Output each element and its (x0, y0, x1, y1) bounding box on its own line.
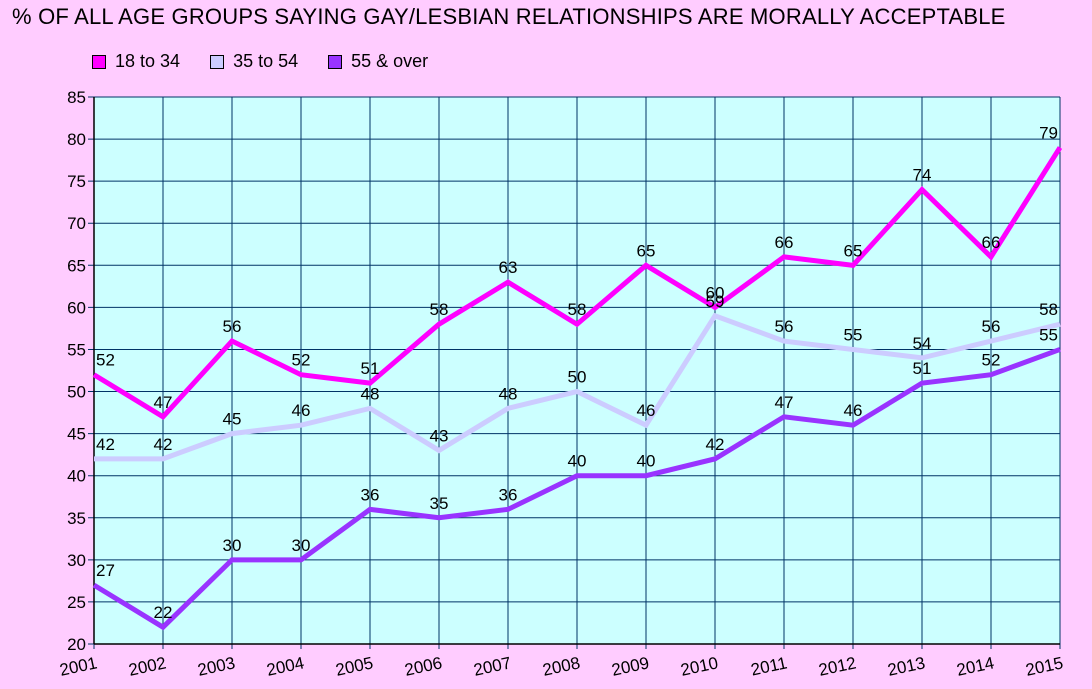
legend-item-18-to-34: 18 to 34 (92, 51, 180, 72)
x-tick-label: 2002 (127, 653, 168, 679)
x-tick-label: 2014 (955, 653, 996, 679)
y-tick-label: 60 (67, 298, 86, 317)
y-tick-label: 40 (67, 467, 86, 486)
data-label-18-to-34: 66 (982, 233, 1001, 252)
y-tick-label: 35 (67, 509, 86, 528)
x-tick-label: 2006 (403, 653, 444, 679)
data-label-55-and-over: 40 (568, 452, 587, 471)
data-label-35-to-54: 48 (499, 384, 518, 403)
data-label-55-and-over: 22 (154, 603, 173, 622)
data-label-55-and-over: 51 (913, 359, 932, 378)
data-label-35-to-54: 55 (844, 325, 863, 344)
data-label-35-to-54: 56 (775, 317, 794, 336)
x-tick-label: 2013 (886, 653, 927, 679)
data-label-55-and-over: 36 (499, 485, 518, 504)
x-tick-label: 2009 (610, 653, 651, 679)
data-label-55-and-over: 46 (844, 401, 863, 420)
data-label-18-to-34: 65 (637, 241, 656, 260)
data-label-35-to-54: 58 (1039, 300, 1058, 319)
y-tick-label: 30 (67, 551, 86, 570)
data-label-18-to-34: 74 (913, 166, 932, 185)
y-tick-label: 75 (67, 172, 86, 191)
legend-item-55-and-over: 55 & over (328, 51, 428, 72)
data-label-35-to-54: 46 (292, 401, 311, 420)
data-label-55-and-over: 55 (1039, 325, 1058, 344)
x-tick-label: 2001 (58, 653, 99, 679)
x-tick-label: 2004 (265, 653, 306, 679)
legend-label-55-and-over: 55 & over (351, 51, 429, 71)
data-label-18-to-34: 58 (568, 300, 587, 319)
data-label-18-to-34: 63 (499, 258, 518, 277)
data-label-18-to-34: 52 (96, 351, 115, 370)
data-label-35-to-54: 43 (430, 426, 449, 445)
x-tick-label: 2015 (1024, 653, 1065, 679)
data-label-18-to-34: 66 (775, 233, 794, 252)
data-label-18-to-34: 60 (706, 283, 725, 302)
y-tick-label: 85 (67, 88, 86, 107)
data-label-35-to-54: 45 (223, 410, 242, 429)
data-label-55-and-over: 35 (430, 494, 449, 513)
legend-swatch-55-and-over (328, 54, 343, 69)
x-tick-label: 2003 (196, 653, 237, 679)
data-label-35-to-54: 56 (982, 317, 1001, 336)
y-tick-label: 65 (67, 256, 86, 275)
chart-title: % OF ALL AGE GROUPS SAYING GAY/LESBIAN R… (12, 4, 1006, 29)
data-label-35-to-54: 50 (568, 368, 587, 387)
data-label-18-to-34: 52 (292, 351, 311, 370)
y-tick-label: 20 (67, 635, 86, 654)
legend-item-35-to-54: 35 to 54 (210, 51, 298, 72)
data-label-18-to-34: 51 (361, 359, 380, 378)
y-tick-label: 55 (67, 340, 86, 359)
series-line-55-and-over (92, 347, 1061, 631)
data-label-55-and-over: 40 (637, 452, 656, 471)
data-label-18-to-34: 47 (154, 393, 173, 412)
data-label-35-to-54: 42 (96, 435, 115, 454)
data-label-55-and-over: 47 (775, 393, 794, 412)
data-label-35-to-54: 42 (154, 435, 173, 454)
series-line-35-to-54 (94, 312, 1061, 462)
data-label-55-and-over: 30 (292, 536, 311, 555)
data-label-18-to-34: 65 (844, 241, 863, 260)
data-label-35-to-54: 59 (706, 292, 725, 311)
legend-swatch-18-to-34 (92, 54, 106, 69)
data-label-55-and-over: 52 (982, 351, 1001, 370)
data-label-35-to-54: 46 (637, 401, 656, 420)
series-line-18-to-34 (92, 146, 1063, 420)
y-tick-label: 50 (67, 383, 86, 402)
data-label-18-to-34: 56 (223, 317, 242, 336)
data-label-55-and-over: 36 (361, 485, 380, 504)
data-label-55-and-over: 30 (223, 536, 242, 555)
data-label-55-and-over: 42 (706, 435, 725, 454)
data-label-35-to-54: 54 (913, 334, 932, 353)
data-label-18-to-34: 58 (430, 300, 449, 319)
legend-swatch-35-to-54 (210, 54, 225, 69)
y-tick-label: 45 (67, 425, 86, 444)
y-tick-label: 25 (67, 593, 86, 612)
legend-label-35-to-54: 35 to 54 (233, 51, 299, 71)
x-tick-label: 2005 (334, 653, 375, 679)
x-tick-label: 2012 (817, 653, 858, 679)
y-tick-label: 80 (67, 130, 86, 149)
data-label-18-to-34: 79 (1039, 123, 1058, 142)
data-label-35-to-54: 48 (361, 384, 380, 403)
x-tick-label: 2011 (749, 653, 789, 679)
legend: 18 to 34 35 to 54 55 & over (92, 51, 458, 72)
x-tick-label: 2007 (472, 653, 513, 679)
y-tick-label: 70 (67, 214, 86, 233)
legend-label-18-to-34: 18 to 34 (115, 51, 181, 71)
x-tick-label: 2010 (679, 653, 720, 679)
x-tick-label: 2008 (541, 653, 582, 679)
data-label-55-and-over: 27 (96, 561, 115, 580)
